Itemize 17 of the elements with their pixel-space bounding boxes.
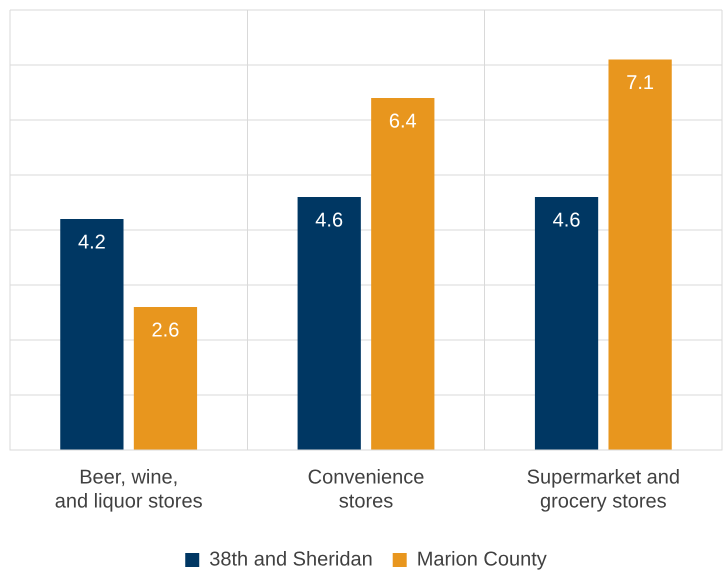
- legend-label: 38th and Sheridan: [209, 548, 373, 571]
- data-label: 6.4: [388, 110, 417, 133]
- bar: [371, 98, 434, 450]
- x-tick-label: Supermarket and grocery stores: [526, 466, 680, 513]
- data-label: 7.1: [626, 72, 654, 94]
- bar: [534, 197, 598, 450]
- x-tick-label: Convenience stores: [308, 466, 424, 513]
- legend-label: Marion County: [416, 548, 547, 571]
- data-label: 2.6: [152, 320, 180, 342]
- bar: [134, 307, 198, 450]
- data-label: 4.6: [315, 210, 344, 232]
- data-label: 4.6: [552, 210, 580, 232]
- bar: [60, 219, 124, 450]
- data-label: 4.2: [78, 232, 106, 254]
- x-tick-label: Beer, wine, and liquor stores: [54, 466, 203, 513]
- bar: [298, 197, 361, 450]
- bar: [608, 60, 672, 450]
